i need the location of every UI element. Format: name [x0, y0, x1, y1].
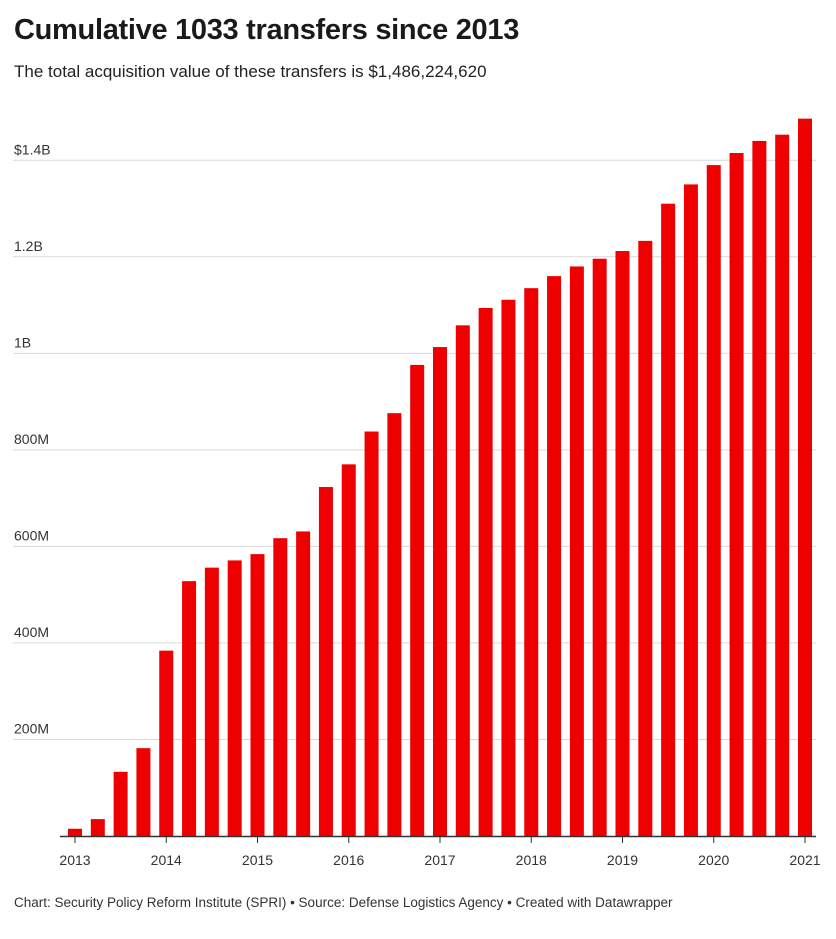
bar [455, 325, 470, 836]
x-tick-label: 2013 [59, 852, 90, 868]
bar [136, 748, 151, 836]
chart-footer: Chart: Security Policy Reform Institute … [14, 895, 673, 910]
bar [341, 464, 356, 836]
x-tick-label: 2014 [151, 852, 182, 868]
bar [433, 347, 447, 836]
x-tick-label: 2021 [789, 852, 820, 868]
bar [182, 581, 197, 836]
bar [775, 134, 790, 837]
x-axis [60, 835, 816, 843]
bar [387, 413, 402, 836]
y-tick-label: $1.4B [14, 141, 51, 157]
bar [729, 153, 744, 836]
bar [68, 828, 82, 836]
y-tick-label: 200M [14, 720, 49, 736]
x-tick-label: 2019 [607, 852, 638, 868]
bar-chart: 200M 400M 600M 800M 1B 1.2B $1.4B 2013 2014 2015… [13, 118, 821, 868]
bar [615, 251, 630, 836]
chart-title: Cumulative 1033 transfers since 2013 [14, 14, 520, 46]
x-tick-label: 2017 [424, 852, 455, 868]
bar [661, 203, 676, 836]
y-tick-label: 600M [14, 527, 49, 543]
y-tick-label: 1B [14, 334, 31, 350]
bar [113, 771, 128, 836]
x-tick-label: 2018 [516, 852, 547, 868]
y-tick-label: 800M [14, 431, 49, 447]
bar [752, 140, 767, 836]
bar [364, 431, 379, 836]
x-tick-label: 2020 [698, 852, 729, 868]
chart-subtitle: The total acquisition value of these tra… [14, 62, 487, 81]
bar [296, 531, 311, 836]
y-tick-label: 400M [14, 624, 49, 640]
bar [683, 184, 698, 836]
bar [798, 118, 812, 836]
bar [273, 538, 288, 836]
bar [638, 240, 653, 836]
bar [159, 650, 174, 836]
bar [318, 487, 333, 836]
bar [569, 266, 584, 836]
bar [592, 258, 607, 836]
bar [90, 819, 105, 836]
bars [68, 118, 812, 837]
bar [410, 364, 425, 836]
x-tick-label: 2015 [242, 852, 273, 868]
bar [204, 567, 219, 836]
bar [706, 165, 721, 837]
bar [227, 560, 242, 836]
bar [501, 299, 516, 836]
y-axis-labels: 200M 400M 600M 800M 1B 1.2B $1.4B [14, 141, 51, 736]
y-tick-label: 1.2B [14, 238, 43, 254]
bar [524, 288, 539, 836]
bar [250, 554, 265, 836]
bar [478, 307, 493, 837]
x-axis-labels: 2013 2014 2015 2016 2017 2018 2019 2020 2021 [59, 852, 820, 868]
x-tick-label: 2016 [333, 852, 364, 868]
bar [547, 276, 562, 836]
